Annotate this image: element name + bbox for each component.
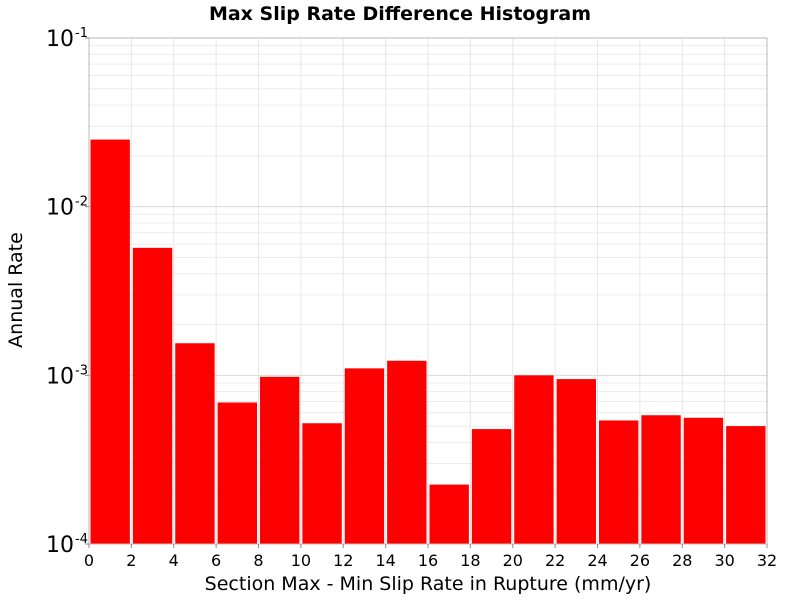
- y-axis-label: Annual Rate: [5, 232, 27, 348]
- y-axis-ticks: 10-110-210-310-4: [46, 26, 89, 558]
- y-tick-exponent: -2: [75, 195, 88, 210]
- histogram-bar: [387, 360, 427, 544]
- y-tick-label: 10: [46, 196, 74, 221]
- x-tick-label: 28: [672, 551, 692, 570]
- x-tick-label: 8: [253, 551, 263, 570]
- histogram-bar: [556, 379, 596, 544]
- bars: [90, 139, 766, 544]
- histogram-bar: [471, 429, 512, 544]
- x-tick-label: 26: [630, 551, 650, 570]
- y-tick-label: 10: [46, 27, 74, 52]
- x-tick-label: 6: [211, 551, 221, 570]
- x-tick-label: 12: [333, 551, 353, 570]
- histogram-bar: [514, 375, 554, 544]
- histogram-bar: [260, 376, 300, 544]
- histogram-bar: [175, 343, 215, 544]
- histogram-bar: [641, 415, 681, 544]
- histogram-bar: [132, 247, 173, 544]
- x-tick-label: 30: [714, 551, 734, 570]
- histogram-bar: [344, 368, 385, 544]
- histogram-bar: [726, 426, 766, 544]
- x-tick-label: 24: [587, 551, 607, 570]
- x-tick-label: 16: [418, 551, 438, 570]
- histogram-bar: [599, 420, 639, 544]
- x-tick-label: 2: [126, 551, 136, 570]
- x-tick-label: 4: [169, 551, 179, 570]
- x-tick-label: 32: [757, 551, 777, 570]
- x-tick-label: 14: [375, 551, 395, 570]
- y-tick-label: 10: [46, 533, 74, 558]
- y-tick-exponent: -3: [75, 363, 88, 378]
- y-tick-exponent: -1: [75, 26, 88, 41]
- chart-title: Max Slip Rate Difference Histogram: [209, 3, 591, 25]
- x-tick-label: 10: [291, 551, 311, 570]
- x-tick-label: 20: [503, 551, 523, 570]
- y-tick-exponent: -4: [75, 532, 88, 547]
- x-axis-label: Section Max - Min Slip Rate in Rupture (…: [205, 573, 652, 595]
- histogram-bar: [90, 139, 130, 544]
- histogram-bar: [217, 402, 257, 544]
- x-tick-label: 0: [84, 551, 94, 570]
- x-axis-ticks: 0 2 4 6 8 10 12 14 16 18 20 22 24 26 28 30 32: [84, 544, 777, 570]
- histogram-bar: [302, 423, 342, 544]
- x-tick-label: 18: [460, 551, 480, 570]
- histogram-bar: [429, 484, 469, 544]
- x-tick-label: 22: [545, 551, 565, 570]
- histogram-bar: [683, 417, 724, 544]
- y-tick-label: 10: [46, 364, 74, 389]
